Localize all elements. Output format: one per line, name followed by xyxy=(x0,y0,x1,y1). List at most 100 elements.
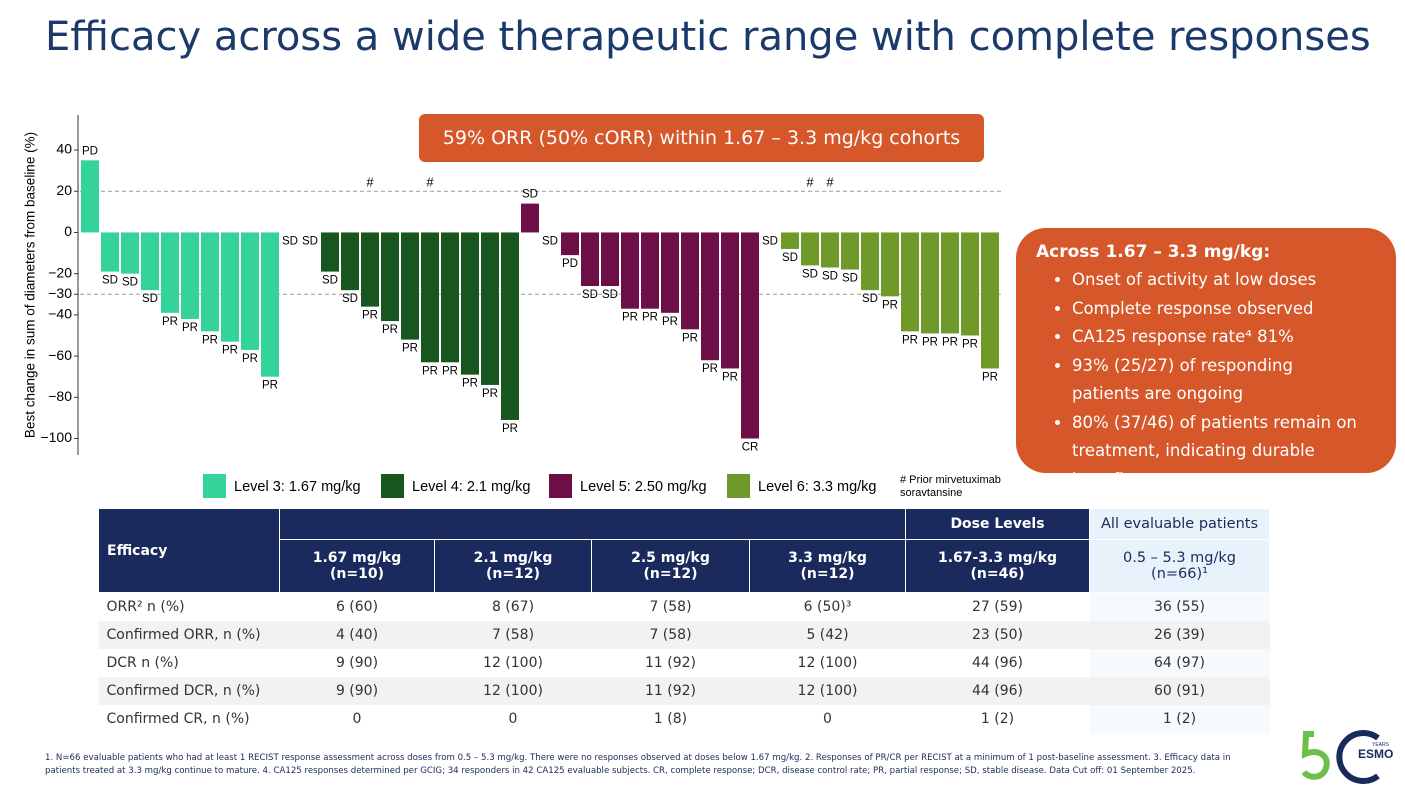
bar xyxy=(741,232,759,439)
bar xyxy=(621,232,639,309)
bar xyxy=(161,232,179,313)
bar xyxy=(681,232,699,330)
table-cell: 23 (50) xyxy=(905,621,1090,649)
table-cell: 9 (90) xyxy=(335,655,379,671)
header-blank xyxy=(279,508,906,540)
marker-note-line: # Prior mirvetuximab xyxy=(900,474,1001,486)
bar-label: PR xyxy=(882,299,898,311)
column-header-line: (n=12) xyxy=(800,566,855,582)
bar-marker: # xyxy=(806,174,814,189)
bar-marker: # xyxy=(426,174,434,189)
column-header-line: (n=46) xyxy=(970,566,1025,582)
table-cell: 44 (96) xyxy=(971,655,1023,671)
bar xyxy=(881,232,899,297)
logo: YEARS ESMO xyxy=(1301,730,1393,784)
bar xyxy=(361,232,379,307)
bar xyxy=(81,160,99,233)
legend-swatch xyxy=(549,474,572,498)
column-header-line: (n=12) xyxy=(643,566,698,582)
bar-label: SD xyxy=(522,189,538,201)
table-row: DCR n (%) 9 (90) 12 (100) 11 (92) 12 (100) 44… xyxy=(99,649,1270,677)
slide-title: Efficacy across a wide therapeutic range… xyxy=(45,14,1371,60)
bar-label: SD xyxy=(282,235,298,247)
bar-label: PR xyxy=(722,371,738,383)
bar-marker: # xyxy=(826,174,834,189)
bar-label: PR xyxy=(942,336,958,348)
header-row: Efficacy Dose Levels All evaluable patient… xyxy=(98,508,1270,593)
column-header-line: 3.3 mg/kg xyxy=(788,550,867,566)
bar xyxy=(561,232,579,256)
column-header-line: (n=66)¹ xyxy=(1151,566,1208,582)
legend-swatch xyxy=(727,474,750,498)
bar xyxy=(241,232,259,350)
y-tick-label: 0 xyxy=(64,223,72,239)
row-header: ORR² n (%) xyxy=(106,599,185,615)
column-header-line: 1.67 mg/kg xyxy=(312,550,402,566)
table-row: ORR² n (%) 6 (60) 8 (67) 7 (58) 6 (50)³ 27 (5… xyxy=(99,592,1270,621)
bar xyxy=(601,232,619,287)
bar-label: CR xyxy=(742,442,759,454)
bar xyxy=(861,232,879,291)
table-cell: 7 (58) xyxy=(649,599,692,615)
bar-label: PR xyxy=(662,316,678,328)
row-header: DCR n (%) xyxy=(106,655,179,671)
marker-note: # Prior mirvetuximab soravtansine xyxy=(900,474,1001,499)
bar-label: PR xyxy=(482,388,498,400)
bar-label: SD xyxy=(122,277,138,289)
header-row: 1.67 mg/kg (n=10) 2.1 mg/kg (n=12) 2.5 mg/kg… xyxy=(99,539,1270,593)
table-cell: 12 (100) xyxy=(749,677,906,705)
bar-label: SD xyxy=(102,275,118,287)
callout-bullet: CA125 response rate⁴ 81% xyxy=(1072,323,1362,352)
table-cell: 26 (39) xyxy=(1089,621,1270,649)
group-header: Dose Levels xyxy=(905,508,1090,540)
logo-shape xyxy=(1336,730,1380,784)
bar-label: PR xyxy=(382,324,398,336)
bar-label: PR xyxy=(442,365,458,377)
logo-text: YEARS xyxy=(1372,742,1390,748)
bar xyxy=(201,232,219,332)
column-header-line: 1.67-3.3 mg/kg xyxy=(937,550,1058,566)
table-row: Confirmed DCR, n (%) 9 (90) 12 (100) 11 (92… xyxy=(98,677,1270,705)
bar-label: SD xyxy=(822,271,838,283)
bar xyxy=(801,232,819,266)
bar xyxy=(521,203,539,233)
column-header: 0.5 – 5.3 mg/kg (n=66)¹ xyxy=(1089,539,1270,593)
bar-label: PR xyxy=(922,336,938,348)
table-cell: 7 (58) xyxy=(591,621,750,649)
bar-label: PR xyxy=(162,316,178,328)
y-tick-label: −20 xyxy=(48,264,72,280)
table-cell: 64 (97) xyxy=(1089,649,1270,677)
bar-label: PR xyxy=(362,310,378,322)
table-cell: 44 (96) xyxy=(905,677,1090,705)
bar-label: PD xyxy=(562,258,578,270)
bar xyxy=(901,232,919,332)
bar-label: SD xyxy=(802,268,818,280)
table-row: Confirmed CR, n (%) 0 0 1 (8) 0 1 (2) 1 (2) xyxy=(99,705,1270,733)
y-tick-label: 40 xyxy=(56,141,72,157)
banner: 59% ORR (50% cORR) within 1.67 – 3.3 mg/… xyxy=(419,114,984,162)
bar-label: PR xyxy=(642,312,658,324)
table-cell: 12 (100) xyxy=(483,655,543,671)
table-cell: 6 (60) xyxy=(335,599,379,615)
legend-swatch xyxy=(203,474,226,498)
bar-label: SD xyxy=(762,235,778,247)
column-header-line: 2.1 mg/kg xyxy=(473,550,553,566)
bar xyxy=(701,232,719,361)
logo-shape xyxy=(1301,731,1330,780)
column-header-line: 2.5 mg/kg xyxy=(631,550,710,566)
table-cell: 5 (42) xyxy=(749,621,906,649)
bar xyxy=(921,232,939,334)
legend-label: Level 6: 3.3 mg/kg xyxy=(758,479,877,495)
bar-label: PR xyxy=(202,334,218,346)
bar-label: PR xyxy=(222,345,238,357)
table-cell: 12 (100) xyxy=(434,677,592,705)
bar xyxy=(581,232,599,287)
all-header: All evaluable patients xyxy=(1089,508,1270,540)
bar xyxy=(721,232,739,369)
bar-label: PR xyxy=(422,365,438,377)
column-header-line: (n=10) xyxy=(330,566,384,582)
bar xyxy=(381,232,399,322)
bar-label: SD xyxy=(582,289,598,301)
table-cell: 4 (40) xyxy=(279,621,435,649)
